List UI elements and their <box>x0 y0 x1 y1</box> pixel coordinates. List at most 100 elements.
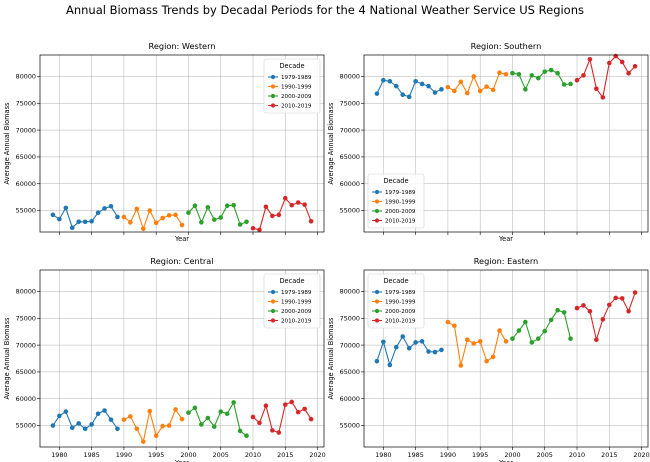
x-tick-label: 2015 <box>277 451 293 459</box>
plot-frame <box>39 269 325 448</box>
legend-marker <box>374 218 380 223</box>
data-point <box>523 319 528 325</box>
data-point <box>413 340 418 345</box>
data-point <box>108 203 114 209</box>
series-line <box>447 321 507 366</box>
data-point <box>147 208 153 213</box>
data-point <box>381 339 386 345</box>
data-point <box>381 77 386 83</box>
y-axis-label: Average Annual Biomass <box>3 317 11 399</box>
data-point <box>626 70 631 76</box>
data-point <box>510 336 515 341</box>
data-point <box>282 402 288 407</box>
data-point <box>497 328 502 333</box>
data-point <box>82 219 88 225</box>
data-point <box>535 75 541 81</box>
data-point <box>192 203 198 209</box>
series-line <box>376 79 442 98</box>
data-point <box>224 411 230 417</box>
data-point <box>121 214 127 220</box>
y-tick-label: 75000 <box>340 99 360 107</box>
y-tick-label: 65000 <box>340 368 360 376</box>
data-point <box>548 317 554 323</box>
legend-marker <box>270 308 276 314</box>
data-point <box>477 88 483 94</box>
y-tick-label: 70000 <box>340 341 360 349</box>
legend-label: 2000-2009 <box>281 309 312 315</box>
data-point <box>581 303 586 308</box>
x-tick-label: 2020 <box>309 451 325 459</box>
panel-title: Region: Western <box>149 41 216 51</box>
x-tick-label: 2020 <box>633 451 649 459</box>
y-tick-label: 75000 <box>340 314 360 322</box>
x-tick-label: 1995 <box>148 451 164 459</box>
data-point <box>426 83 431 89</box>
data-point <box>600 317 606 322</box>
data-point <box>173 407 178 412</box>
data-point <box>263 403 269 409</box>
plot-frame <box>39 54 325 233</box>
data-point <box>128 220 133 225</box>
data-point <box>140 226 146 232</box>
y-tick-label: 55000 <box>340 422 360 430</box>
data-point <box>121 417 127 422</box>
data-point <box>484 84 489 89</box>
y-tick-label: 60000 <box>340 395 360 403</box>
series-line <box>123 207 183 231</box>
data-point <box>115 214 120 220</box>
data-point <box>276 430 282 435</box>
data-point <box>490 87 496 93</box>
legend-label: 1979-1989 <box>385 190 416 196</box>
data-point <box>516 328 522 333</box>
legend-marker <box>374 199 380 204</box>
data-point <box>458 363 464 368</box>
x-tick-label: 1990 <box>440 451 456 459</box>
y-tick-label: 70000 <box>340 126 360 134</box>
data-point <box>568 336 573 341</box>
data-point <box>535 336 541 341</box>
data-point <box>393 83 399 89</box>
y-tick-label: 55000 <box>340 207 360 215</box>
data-point <box>282 195 288 201</box>
x-tick-label: 2010 <box>569 451 585 459</box>
data-point <box>186 210 191 215</box>
data-point <box>452 88 457 94</box>
y-tick-label: 65000 <box>340 153 360 161</box>
data-point <box>69 425 75 430</box>
data-point <box>308 218 314 224</box>
data-point <box>619 296 625 301</box>
data-point <box>406 346 412 351</box>
legend: Decade 1979-1989 1990-1999 2000-2009 2010-20… <box>367 273 425 329</box>
y-tick-label: 55000 <box>16 207 36 215</box>
data-point <box>237 428 243 434</box>
data-point <box>57 413 62 419</box>
data-point <box>270 213 275 219</box>
data-point <box>95 411 101 417</box>
data-point <box>426 349 431 354</box>
data-point <box>503 72 509 77</box>
data-point <box>166 423 172 428</box>
data-point <box>211 424 217 429</box>
data-point <box>439 347 444 353</box>
data-point <box>128 414 133 419</box>
data-point <box>561 310 567 315</box>
legend-label: 2000-2009 <box>385 309 416 315</box>
legend-label: 1990-1999 <box>281 85 312 91</box>
data-point <box>63 409 69 414</box>
data-point <box>237 222 243 227</box>
legend-marker <box>270 299 276 304</box>
data-point <box>57 216 62 222</box>
data-point <box>224 203 230 209</box>
legend-label: 2000-2009 <box>281 94 312 100</box>
data-point <box>276 212 282 218</box>
data-point <box>218 215 224 220</box>
data-point <box>587 56 593 62</box>
legend-title: Decade <box>279 62 304 70</box>
data-point <box>102 408 107 413</box>
data-point <box>626 309 631 314</box>
panel-title: Region: Southern <box>471 41 542 51</box>
y-tick-label: 60000 <box>16 395 36 403</box>
data-point <box>115 426 120 432</box>
data-point <box>160 215 165 221</box>
x-axis-label: Year <box>498 459 513 462</box>
